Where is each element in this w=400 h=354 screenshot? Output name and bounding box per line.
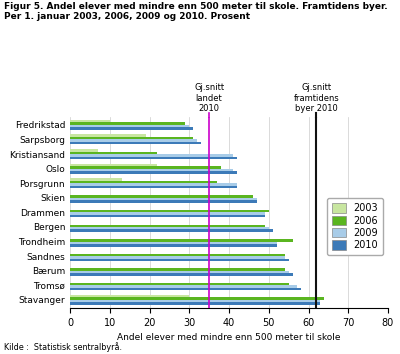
Bar: [70, 268, 285, 271]
Bar: [70, 295, 189, 297]
Bar: [70, 135, 146, 137]
Bar: [70, 254, 285, 256]
Bar: [70, 181, 217, 183]
Bar: [70, 178, 122, 181]
Bar: [70, 156, 237, 159]
Bar: [70, 166, 221, 169]
Bar: [70, 244, 277, 246]
Legend: 2003, 2006, 2009, 2010: 2003, 2006, 2009, 2010: [328, 198, 383, 255]
Bar: [70, 215, 265, 217]
Bar: [70, 241, 277, 244]
X-axis label: Andel elever med mindre enn 500 meter til skole: Andel elever med mindre enn 500 meter ti…: [117, 333, 341, 342]
Bar: [70, 212, 265, 215]
Bar: [70, 256, 285, 259]
Bar: [70, 229, 273, 232]
Bar: [70, 288, 300, 290]
Bar: [70, 300, 320, 302]
Bar: [70, 142, 201, 144]
Text: Kilde :  Statistisk sentralbyrå.: Kilde : Statistisk sentralbyrå.: [4, 342, 122, 352]
Bar: [70, 273, 293, 276]
Bar: [70, 171, 237, 173]
Bar: [70, 297, 324, 300]
Bar: [70, 183, 237, 186]
Bar: [70, 224, 265, 227]
Bar: [70, 127, 193, 130]
Bar: [70, 200, 257, 203]
Text: Gj.snitt
framtidens
byer 2010: Gj.snitt framtidens byer 2010: [294, 84, 339, 113]
Bar: [70, 210, 269, 212]
Bar: [70, 283, 289, 285]
Bar: [70, 139, 197, 142]
Bar: [70, 302, 320, 305]
Text: Figur 5. Andel elever med mindre enn 500 meter til skole. Framtidens byer.: Figur 5. Andel elever med mindre enn 500…: [4, 2, 388, 11]
Bar: [70, 227, 269, 229]
Bar: [70, 169, 233, 171]
Bar: [70, 120, 110, 122]
Bar: [70, 125, 189, 127]
Bar: [70, 164, 158, 166]
Bar: [70, 137, 193, 139]
Bar: [70, 152, 158, 154]
Text: Per 1. januar 2003, 2006, 2009 og 2010. Prosent: Per 1. januar 2003, 2006, 2009 og 2010. …: [4, 12, 250, 21]
Bar: [70, 186, 237, 188]
Bar: [70, 154, 233, 156]
Bar: [70, 239, 293, 241]
Bar: [70, 149, 98, 152]
Bar: [70, 198, 257, 200]
Bar: [70, 195, 253, 198]
Bar: [70, 285, 296, 288]
Bar: [70, 271, 289, 273]
Bar: [70, 259, 289, 261]
Text: Gj.snitt
landet
2010: Gj.snitt landet 2010: [194, 84, 224, 113]
Bar: [70, 122, 185, 125]
